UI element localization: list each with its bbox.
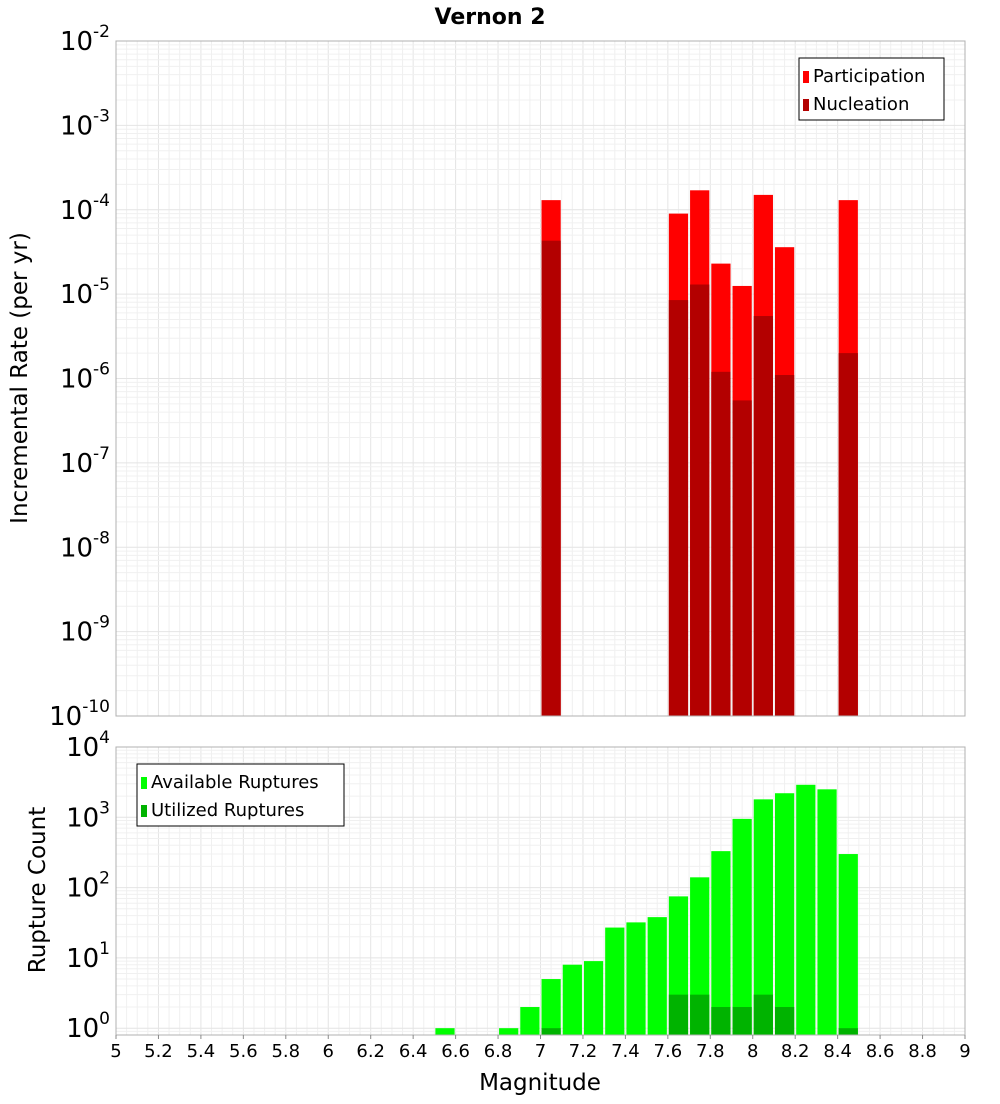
bottom-bar-utilized-ruptures (732, 1007, 752, 1035)
top-bar-nucleation (541, 240, 561, 717)
legend-label-available-ruptures: Available Ruptures (151, 772, 319, 793)
x-tick-label: 9 (959, 1041, 970, 1062)
y-tick-label: 10-10 (49, 697, 110, 732)
bottom-bar-available-ruptures (583, 961, 604, 1035)
y-tick-label: 102 (66, 869, 110, 904)
bottom-bar-utilized-ruptures (838, 1028, 858, 1035)
legend-label-utilized-ruptures: Utilized Ruptures (151, 800, 304, 821)
bottom-bar-utilized-ruptures (711, 1007, 731, 1035)
bottom-bar-available-ruptures (541, 979, 561, 1035)
x-tick-label: 8.8 (908, 1041, 937, 1062)
top-y-axis-label: Incremental Rate (per yr) (7, 232, 33, 524)
x-axis-label: Magnitude (479, 1070, 601, 1096)
top-bar-nucleation (711, 371, 731, 716)
bottom-bar-available-ruptures (647, 917, 667, 1035)
y-tick-label: 10-6 (60, 360, 110, 395)
x-tick-label: 8 (747, 1041, 758, 1062)
bottom-bar-available-ruptures (562, 964, 582, 1035)
top-bar-nucleation (668, 300, 689, 716)
legend-swatch-available-ruptures (141, 777, 147, 789)
top-bar-nucleation (690, 284, 710, 716)
bottom-bar-utilized-ruptures (690, 994, 710, 1035)
y-tick-label: 101 (66, 939, 110, 974)
x-tick-label: 6.6 (441, 1041, 470, 1062)
bottom-y-axis-label: Rupture Count (25, 807, 51, 973)
y-tick-label: 10-4 (60, 191, 110, 226)
top-panel: 10-10 10-9 10-8 10-7 10-6 10-5 10-4 10-3 10-2 Par… (49, 22, 966, 732)
bottom-panel: 100 101 102 103 104 5 5.2 5.4 5.6 5.8 6 6.2 6.4 6.6 6.… (66, 728, 971, 1062)
y-tick-label: 10-7 (60, 444, 110, 479)
x-tick-label: 6 (323, 1041, 334, 1062)
bottom-bar-available-ruptures (605, 927, 625, 1035)
legend-swatch-utilized-ruptures (141, 805, 147, 817)
bottom-bar-utilized-ruptures (753, 994, 773, 1035)
bottom-bar-utilized-ruptures (668, 994, 689, 1035)
y-tick-label: 10-3 (60, 106, 110, 141)
legend-label-participation: Participation (813, 66, 925, 87)
legend-box (798, 57, 945, 121)
bottom-bar-available-ruptures (838, 854, 858, 1035)
x-tick-label: 5.2 (144, 1041, 173, 1062)
bottom-bar-available-ruptures (520, 1007, 540, 1035)
legend-label-nucleation: Nucleation (813, 94, 909, 115)
x-tick-label: 6.2 (356, 1041, 385, 1062)
bottom-bar-available-ruptures (626, 922, 646, 1035)
top-bar-nucleation (838, 353, 858, 716)
x-tick-label: 8.6 (866, 1041, 895, 1062)
bottom-bar-utilized-ruptures (541, 1028, 561, 1035)
y-tick-label: 10-8 (60, 528, 110, 563)
top-bar-nucleation (732, 400, 752, 716)
y-tick-label: 103 (66, 798, 110, 833)
x-tick-label: 5.4 (187, 1041, 216, 1062)
bottom-bar-available-ruptures (499, 1028, 519, 1035)
bottom-bar-available-ruptures (796, 784, 816, 1035)
bottom-bar-available-ruptures (753, 799, 773, 1035)
y-tick-label: 100 (66, 1009, 110, 1044)
x-tick-label: 7.2 (569, 1041, 598, 1062)
bottom-bar-available-ruptures (817, 789, 837, 1035)
x-tick-label: 8.4 (823, 1041, 852, 1062)
top-bar-nucleation (774, 375, 795, 716)
bottom-bar-available-ruptures (435, 1028, 455, 1035)
chart-title: Vernon 2 (435, 5, 546, 30)
top-legend: Participation Nucleation (798, 57, 945, 121)
x-tick-label: 5.8 (271, 1041, 300, 1062)
x-tick-label: 7.6 (654, 1041, 683, 1062)
bottom-legend: Available Ruptures Utilized Ruptures (136, 763, 345, 827)
x-tick-label: 7.4 (611, 1041, 640, 1062)
bottom-bar-available-ruptures (774, 793, 795, 1035)
y-tick-label: 10-9 (60, 613, 110, 648)
x-tick-label: 5 (110, 1041, 121, 1062)
bottom-bar-available-ruptures (732, 818, 752, 1035)
legend-box (136, 763, 345, 827)
bottom-bar-available-ruptures (711, 851, 731, 1035)
x-tick-label: 5.6 (229, 1041, 258, 1062)
x-tick-label: 6.8 (484, 1041, 513, 1062)
y-tick-label: 10-5 (60, 275, 110, 310)
top-bar-nucleation (753, 316, 773, 716)
y-tick-label: 104 (66, 728, 110, 763)
legend-swatch-nucleation (803, 99, 809, 111)
x-tick-label: 6.4 (399, 1041, 428, 1062)
legend-swatch-participation (803, 71, 809, 83)
bottom-bar-utilized-ruptures (774, 1007, 795, 1035)
plot-frame (115, 40, 966, 717)
x-tick-label: 8.2 (781, 1041, 810, 1062)
x-tick-label: 7.8 (696, 1041, 725, 1062)
y-tick-label: 10-2 (60, 22, 110, 57)
x-tick-label: 7 (535, 1041, 546, 1062)
